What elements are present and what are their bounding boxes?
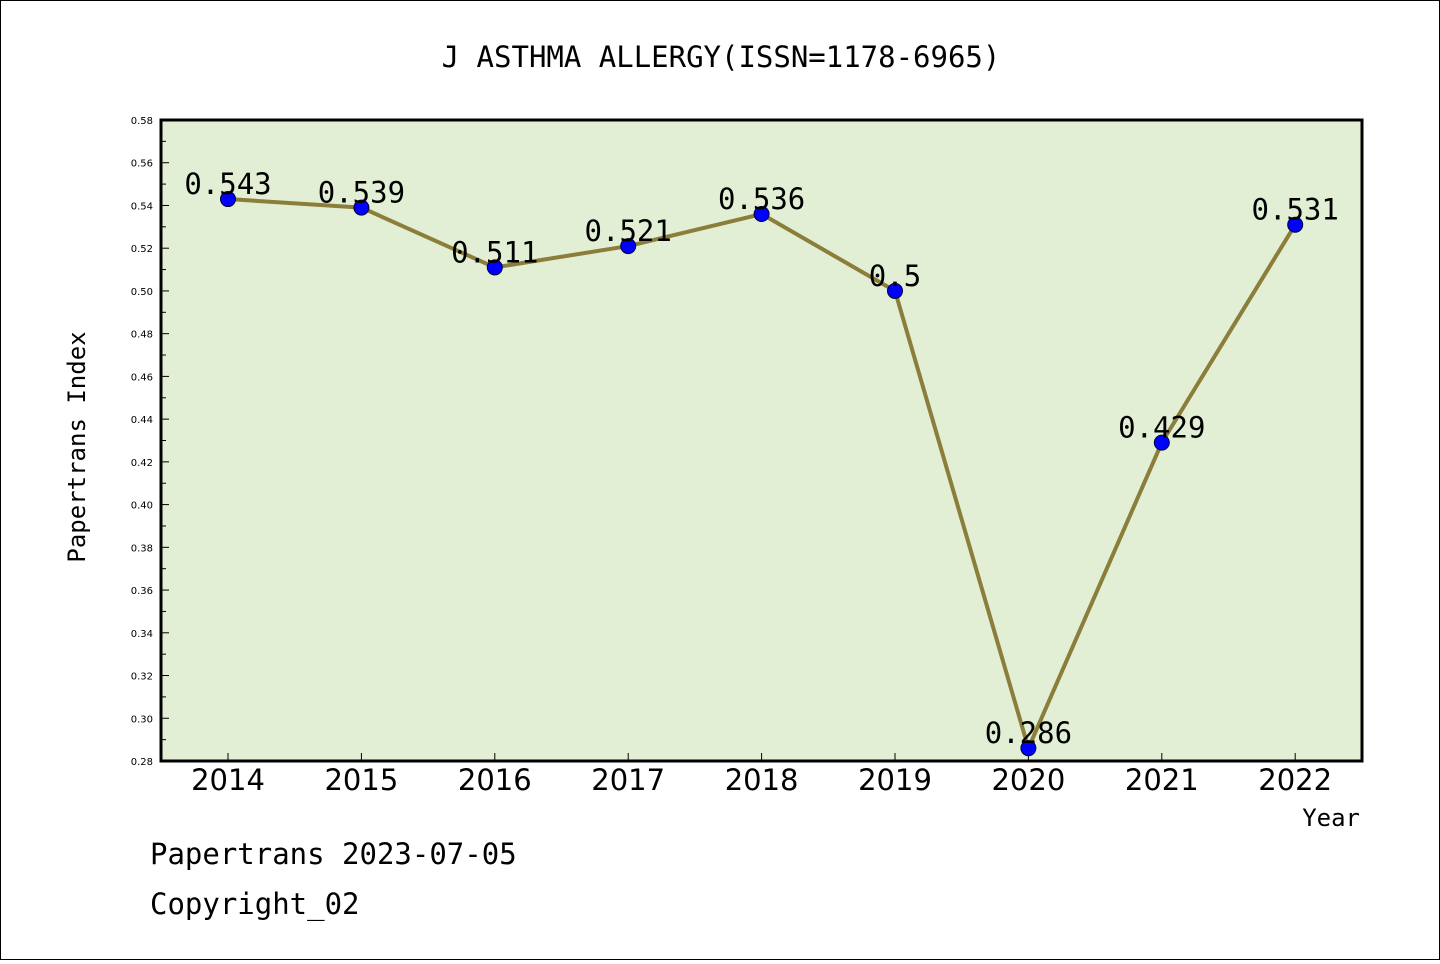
chart-title: J ASTHMA ALLERGY(ISSN=1178-6965) bbox=[442, 40, 1001, 74]
footer-copyright: Copyright_02 bbox=[150, 887, 360, 922]
y-tick-label: 0.30 bbox=[131, 714, 153, 725]
data-point bbox=[353, 199, 370, 216]
y-tick-label: 0.32 bbox=[131, 672, 153, 683]
data-point bbox=[486, 259, 503, 276]
y-tick-label: 0.44 bbox=[131, 415, 153, 426]
data-label: 0.429 bbox=[1118, 411, 1205, 445]
y-tick-label: 0.36 bbox=[131, 586, 153, 597]
data-label: 0.531 bbox=[1252, 193, 1339, 227]
data-point bbox=[1153, 434, 1170, 451]
data-labels: 0.543 0.539 0.511 0.521 0.536 0.5 0.286 0.429 0.… bbox=[184, 167, 1339, 750]
data-point bbox=[220, 191, 236, 208]
data-label: 0.5 bbox=[869, 259, 921, 293]
x-tick-label: 2022 bbox=[1258, 763, 1332, 797]
x-tick-label: 2014 bbox=[191, 763, 265, 797]
series-markers bbox=[220, 191, 1304, 757]
y-tick-label: 0.52 bbox=[131, 244, 153, 255]
x-tick-label: 2019 bbox=[858, 763, 932, 797]
x-tick-label: 2020 bbox=[991, 763, 1065, 797]
x-tick-label: 2018 bbox=[725, 763, 799, 797]
y-tick-label: 0.54 bbox=[131, 201, 153, 212]
y-tick-label: 0.48 bbox=[131, 330, 153, 341]
y-tick-label: 0.42 bbox=[131, 458, 153, 469]
data-label: 0.536 bbox=[718, 182, 805, 216]
x-tick-label: 2015 bbox=[324, 763, 398, 797]
data-label: 0.521 bbox=[585, 214, 672, 248]
y-tick-label: 0.28 bbox=[131, 757, 153, 768]
data-point bbox=[887, 282, 903, 299]
y-tick-label: 0.50 bbox=[131, 287, 153, 298]
x-tick-label: 2017 bbox=[591, 763, 665, 797]
x-tick-label: 2021 bbox=[1125, 763, 1199, 797]
data-point bbox=[753, 206, 770, 223]
x-axis-ticks: 2014 2015 2016 2017 2018 2019 2020 2021 2022 bbox=[191, 753, 1332, 797]
data-label: 0.539 bbox=[318, 176, 405, 210]
x-axis-label: Year bbox=[1302, 804, 1360, 832]
y-tick-label: 0.58 bbox=[131, 116, 153, 127]
footer-date-line: Papertrans 2023-07-05 bbox=[150, 837, 517, 871]
data-point bbox=[620, 238, 637, 255]
y-axis-ticks: 0.28 0.30 0.32 0.34 0.36 0.38 0.40 0.42 0.44 0.46… bbox=[131, 116, 169, 768]
y-tick-label: 0.38 bbox=[131, 543, 153, 554]
data-label: 0.543 bbox=[184, 167, 271, 201]
y-tick-label: 0.40 bbox=[131, 501, 153, 512]
y-tick-label: 0.34 bbox=[131, 629, 153, 640]
y-tick-label: 0.46 bbox=[131, 372, 153, 383]
data-point bbox=[1020, 740, 1037, 757]
y-tick-label: 0.56 bbox=[131, 159, 153, 170]
data-label: 0.286 bbox=[985, 716, 1072, 750]
data-label: 0.511 bbox=[451, 235, 538, 269]
data-point bbox=[1287, 216, 1304, 233]
y-axis-label: Papertrans Index bbox=[63, 331, 91, 562]
x-tick-label: 2016 bbox=[458, 763, 532, 797]
